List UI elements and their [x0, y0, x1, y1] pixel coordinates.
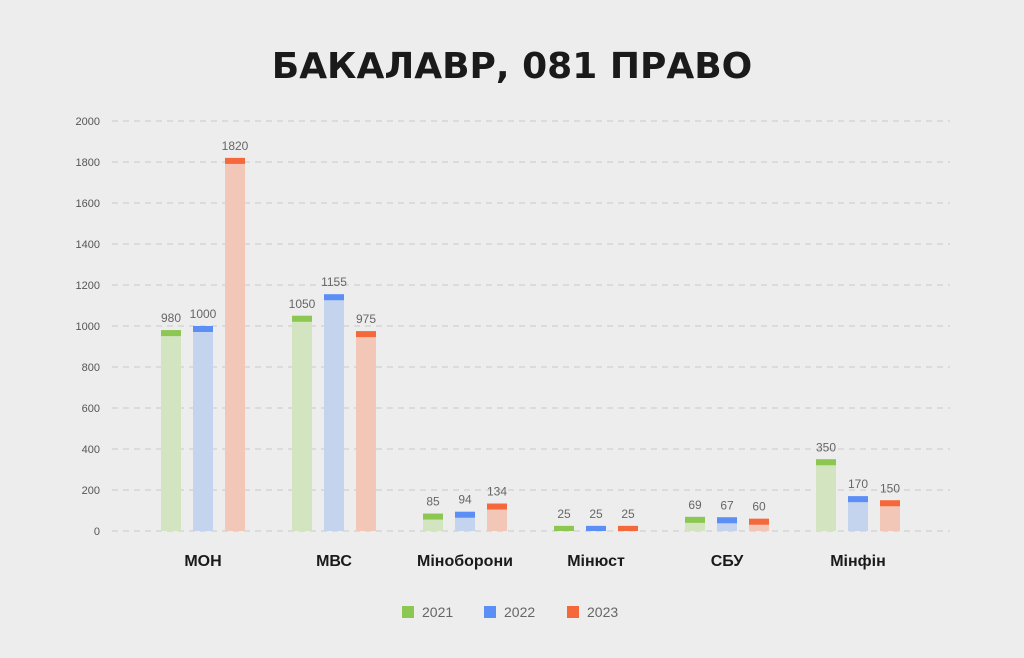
bar: [161, 330, 181, 531]
y-tick-label: 2000: [76, 116, 100, 128]
bar-cap: [356, 331, 376, 338]
bar-cap: [423, 513, 443, 520]
data-label: 69: [688, 498, 702, 512]
y-axis-ticks: 0 200 400 600 800 1000 1200 1400 1600 1800 2000: [76, 116, 100, 538]
bar-cap: [225, 157, 245, 164]
x-tick-label: СБУ: [711, 553, 745, 570]
data-label: 94: [458, 493, 472, 507]
y-tick-label: 0: [94, 526, 100, 538]
data-label: 85: [426, 495, 440, 509]
data-label: 170: [848, 477, 868, 491]
data-label: 67: [720, 498, 734, 512]
data-label: 134: [487, 485, 507, 499]
bar-cap: [848, 496, 868, 503]
bar-cap: [685, 516, 705, 523]
grid: [112, 120, 950, 532]
bar-cap: [618, 525, 638, 531]
legend-label: 2023: [587, 604, 618, 620]
y-tick-label: 800: [82, 362, 100, 374]
legend-label: 2021: [422, 604, 453, 620]
bar-cap: [487, 503, 507, 510]
bar-cap: [880, 500, 900, 507]
y-tick-label: 600: [82, 403, 100, 415]
data-label: 25: [589, 507, 603, 521]
bar: [356, 331, 376, 531]
x-tick-label: Мінюст: [567, 553, 625, 570]
bars: [161, 157, 900, 531]
bar: [880, 500, 900, 531]
data-label: 975: [356, 312, 376, 326]
y-tick-label: 1200: [76, 280, 100, 292]
bar: [292, 315, 312, 531]
data-label: 1155: [321, 275, 347, 289]
x-axis-ticks: МОН МВС Міноборони Мінюст СБУ Мінфін: [184, 553, 885, 570]
bar-cap: [193, 326, 213, 332]
bar: [848, 496, 868, 531]
legend-swatch: [484, 606, 496, 618]
bar: [487, 503, 507, 531]
bar-cap: [586, 525, 606, 531]
data-label: 980: [161, 311, 181, 325]
x-tick-label: Мінфін: [830, 553, 886, 570]
data-label: 150: [880, 481, 900, 495]
legend-swatch: [567, 606, 579, 618]
chart-title: БАКАЛАВР, 081 ПРАВО: [272, 46, 752, 87]
y-tick-label: 1600: [76, 198, 100, 210]
bar-cap: [161, 330, 181, 337]
x-tick-label: МОН: [184, 553, 221, 570]
data-label: 1000: [190, 307, 217, 321]
data-label: 25: [621, 507, 635, 521]
bar-cap: [292, 315, 312, 322]
y-tick-label: 1000: [76, 321, 100, 333]
legend-swatch: [402, 606, 414, 618]
bar: [193, 326, 213, 531]
legend-label: 2022: [504, 604, 535, 620]
y-tick-label: 1400: [76, 239, 100, 251]
y-tick-label: 200: [82, 485, 100, 497]
y-tick-label: 1800: [76, 157, 100, 169]
bar-cap: [816, 459, 836, 466]
data-labels: 980 1000 1820 1050 1155 975 85 94 134 25 25 25 69 67 6…: [161, 139, 900, 521]
bar-cap: [554, 525, 574, 531]
data-label: 25: [557, 507, 571, 521]
bar: [816, 459, 836, 531]
bar: [225, 157, 245, 531]
legend: 2021 2022 2023: [402, 604, 618, 620]
data-label: 1820: [222, 139, 249, 153]
bar-cap: [455, 511, 475, 518]
x-tick-label: МВС: [316, 553, 352, 570]
bar-cap: [749, 518, 769, 525]
data-label: 350: [816, 440, 836, 454]
data-label: 60: [752, 500, 766, 514]
x-tick-label: Міноборони: [417, 553, 513, 570]
bar-cap: [324, 294, 344, 301]
y-tick-label: 400: [82, 444, 100, 456]
data-label: 1050: [289, 297, 316, 311]
bar-cap: [717, 517, 737, 524]
bar: [324, 294, 344, 531]
